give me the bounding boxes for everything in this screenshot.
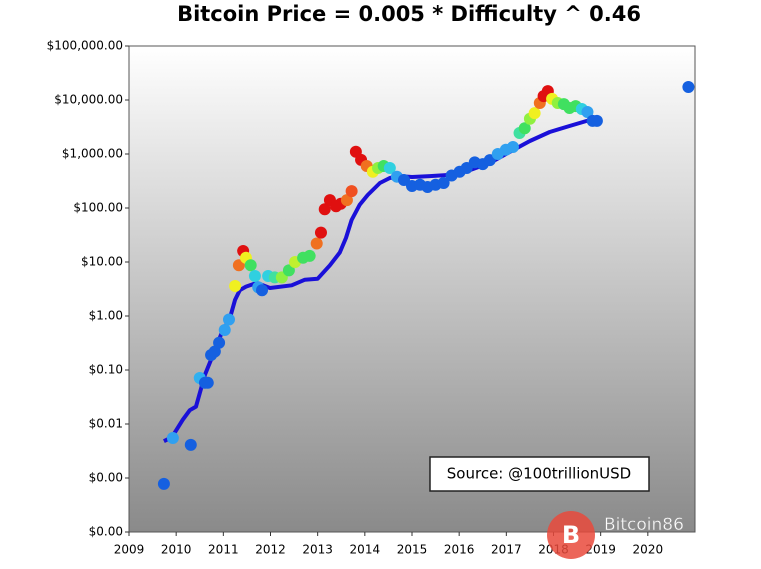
price-point <box>528 107 541 120</box>
annotation-box <box>429 456 650 492</box>
watermark: Bitcoin86 <box>604 515 684 535</box>
price-point <box>310 237 323 250</box>
x-tick-label: 2019 <box>585 543 616 557</box>
x-tick-label: 2011 <box>208 543 239 557</box>
annotation: Source: @100trillionUSD <box>447 465 631 483</box>
price-point <box>248 270 261 283</box>
price-point <box>157 477 170 490</box>
x-tick-label: 2012 <box>255 543 286 557</box>
y-tick-label: $0.00 <box>89 525 123 539</box>
price-point <box>314 226 327 239</box>
price-point <box>590 114 603 127</box>
price-point <box>184 438 197 451</box>
price-point <box>581 105 594 118</box>
chart-title: Bitcoin Price = 0.005 * Difficulty ^ 0.4… <box>177 2 641 26</box>
price-point <box>244 259 257 272</box>
x-tick-label: 2017 <box>491 543 522 557</box>
price-point <box>201 376 214 389</box>
price-point <box>518 122 531 135</box>
price-point <box>318 203 331 216</box>
price-point <box>222 313 235 326</box>
x-tick-label: 2015 <box>397 543 428 557</box>
price-point <box>506 140 519 153</box>
y-tick-label: $0.00 <box>89 471 123 485</box>
price-point <box>383 162 396 175</box>
price-point <box>166 432 179 445</box>
y-tick-label: $10.00 <box>81 255 123 269</box>
price-point <box>256 284 269 297</box>
watermark-icon: B <box>562 521 580 549</box>
y-tick-label: $100.00 <box>73 201 123 215</box>
watermark-logo <box>547 511 595 559</box>
price-point <box>345 185 358 198</box>
y-tick-label: $0.10 <box>89 363 123 377</box>
price-point <box>213 336 226 349</box>
y-tick-label: $1,000.00 <box>62 147 123 161</box>
x-tick-label: 2016 <box>444 543 475 557</box>
price-point <box>303 249 316 262</box>
price-point <box>437 177 450 190</box>
price-point <box>218 324 231 337</box>
x-tick-label: 2013 <box>302 543 333 557</box>
x-tick-label: 2009 <box>114 543 145 557</box>
x-tick-label: 2010 <box>161 543 192 557</box>
price-point <box>232 259 245 272</box>
price-point <box>682 81 695 94</box>
plot: $100,000.00 $10,000.00 $1,000.00 $100.00 $10… <box>47 39 695 557</box>
price-point <box>229 279 242 292</box>
plot-area <box>128 45 696 533</box>
y-tick-label: $10,000.00 <box>54 93 123 107</box>
y-tick-label: $1.00 <box>89 309 123 323</box>
x-tick-label: 2020 <box>633 543 664 557</box>
price-point <box>340 194 353 207</box>
y-tick-label: $100,000.00 <box>47 39 123 53</box>
price-point <box>282 264 295 277</box>
x-tick-label: 2014 <box>350 543 381 557</box>
y-tick-label: $0.01 <box>89 417 123 431</box>
